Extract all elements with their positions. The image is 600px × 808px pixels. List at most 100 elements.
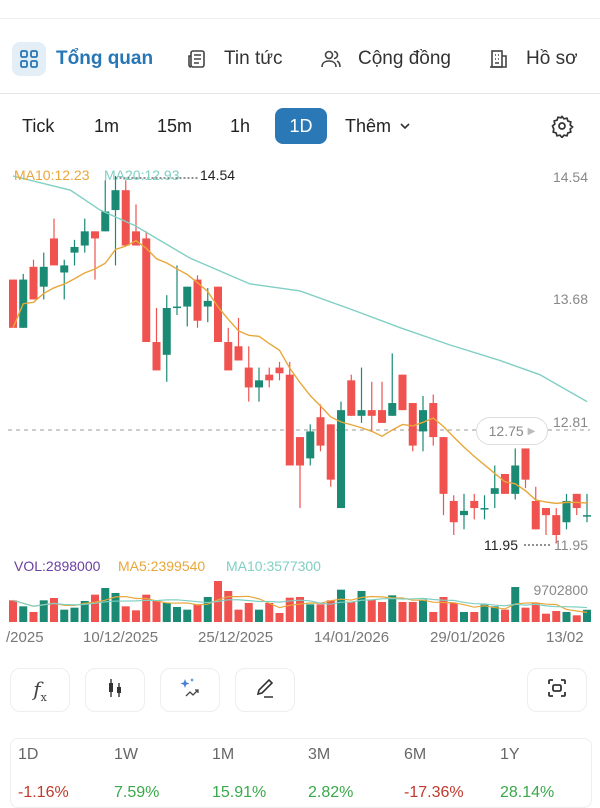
candle-down [224, 342, 233, 371]
candle-down [398, 374, 407, 411]
tab-bar: Tổng quan Tin tức Cộng đồng Hồ sơ [0, 34, 600, 94]
fullscreen-button[interactable] [527, 668, 587, 712]
pencil-icon [254, 677, 276, 704]
candle-up [80, 231, 89, 246]
date-label: 25/12/2025 [198, 629, 274, 646]
range-1h[interactable]: 1h [230, 116, 251, 136]
volume-bar [70, 607, 79, 622]
candle-down [501, 473, 509, 494]
candle-up [70, 246, 79, 253]
ai-sparkle-icon [178, 677, 202, 704]
volume-bar [91, 594, 99, 622]
volume-bar [101, 587, 110, 622]
candle-down [347, 380, 356, 416]
volume-ma10-line [12, 597, 588, 609]
candle-up [337, 410, 345, 509]
ai-analysis-button[interactable] [160, 668, 220, 712]
performance-period: 1Y [500, 746, 520, 763]
date-label: 10/12/2025 [83, 629, 159, 646]
candle-up [562, 500, 571, 523]
candle-down [29, 266, 38, 300]
range-1d[interactable]: 1D [275, 108, 327, 144]
tab-news[interactable]: Tin tức [180, 42, 282, 76]
volume-bar [265, 602, 274, 622]
volume-bar [152, 600, 161, 622]
range-1m[interactable]: 1m [94, 116, 120, 136]
users-icon [314, 42, 348, 76]
low-label: 11.95 [484, 537, 518, 553]
performance-value: -17.36% [404, 784, 464, 801]
date-label: 14/01/2026 [314, 629, 390, 646]
volume-bar [234, 609, 243, 622]
range-15m[interactable]: 15m [157, 116, 193, 136]
volume-bar [80, 600, 89, 622]
date-label: /2025 [6, 629, 44, 646]
volume-bar [173, 606, 181, 622]
candle-down [542, 508, 550, 516]
performance-value: 28.14% [500, 784, 555, 801]
tab-profile[interactable]: Hồ sơ [482, 42, 578, 76]
candle-down [439, 437, 448, 494]
volume-bar [429, 611, 438, 622]
range-tick[interactable]: Tick [22, 116, 55, 136]
current-price-pill[interactable]: 12.75 ▶ [476, 417, 548, 445]
performance-value: -1.16% [18, 784, 69, 801]
date-label: 29/01/2026 [430, 629, 506, 646]
volume-bar [244, 602, 253, 622]
volume-bar [572, 615, 581, 622]
candle-up [583, 515, 591, 517]
volume-bar [378, 602, 386, 622]
volume-bar [367, 599, 376, 622]
volume-bar [316, 604, 325, 622]
ma10-line [12, 239, 588, 505]
volume-bar [224, 590, 233, 622]
range-more-label: Thêm [345, 116, 392, 136]
grid-icon [12, 42, 46, 76]
volume-bar [255, 609, 263, 622]
tab-community[interactable]: Cộng đồng [314, 42, 451, 76]
candle-down [50, 238, 58, 266]
volume-bar [542, 613, 550, 622]
volume-bar [408, 602, 417, 622]
performance-period: 3M [308, 746, 331, 763]
volume-bar [398, 602, 407, 622]
volume-bar [337, 589, 345, 622]
gear-icon[interactable] [550, 114, 574, 143]
candle-up [255, 380, 263, 388]
candlestick-chart[interactable] [0, 160, 600, 630]
candle-down [234, 346, 243, 361]
candle-up [388, 403, 397, 416]
ma20-line [12, 175, 588, 403]
candle-up [490, 488, 499, 494]
candle-up [111, 190, 120, 211]
newspaper-icon [180, 42, 214, 76]
tab-label: Tổng quan [56, 48, 154, 69]
volume-max-label: 9702800 [533, 582, 588, 598]
draw-button[interactable] [235, 668, 295, 712]
range-more[interactable]: Thêm [333, 108, 423, 144]
candle-up [480, 508, 489, 510]
candle-down [132, 231, 140, 246]
candle-down [214, 286, 222, 343]
tab-overview[interactable]: Tổng quan [12, 42, 153, 76]
candle-down [449, 500, 458, 523]
candle-up [183, 286, 192, 307]
time-range-bar: Tick 1m 15m 1h 1D Thêm [0, 108, 600, 144]
indicator-button[interactable]: fx [10, 668, 70, 712]
volume-bar [460, 611, 468, 622]
volume-bar [326, 600, 335, 622]
volume-bar [306, 604, 315, 622]
volume-bar [470, 611, 479, 622]
candle-down [378, 410, 386, 423]
candle-down [367, 410, 376, 416]
volume-ma5-line [12, 595, 588, 613]
candle-up [162, 307, 171, 355]
volume-bar [347, 602, 356, 622]
performance-value: 15.91% [212, 784, 267, 801]
candle-up [173, 306, 181, 309]
candle-down [285, 374, 294, 466]
volume-bar [449, 602, 458, 622]
chart-type-button[interactable] [85, 668, 145, 712]
vol-ma10-legend: MA10:3577300 [226, 558, 321, 574]
candle-down [275, 367, 284, 374]
